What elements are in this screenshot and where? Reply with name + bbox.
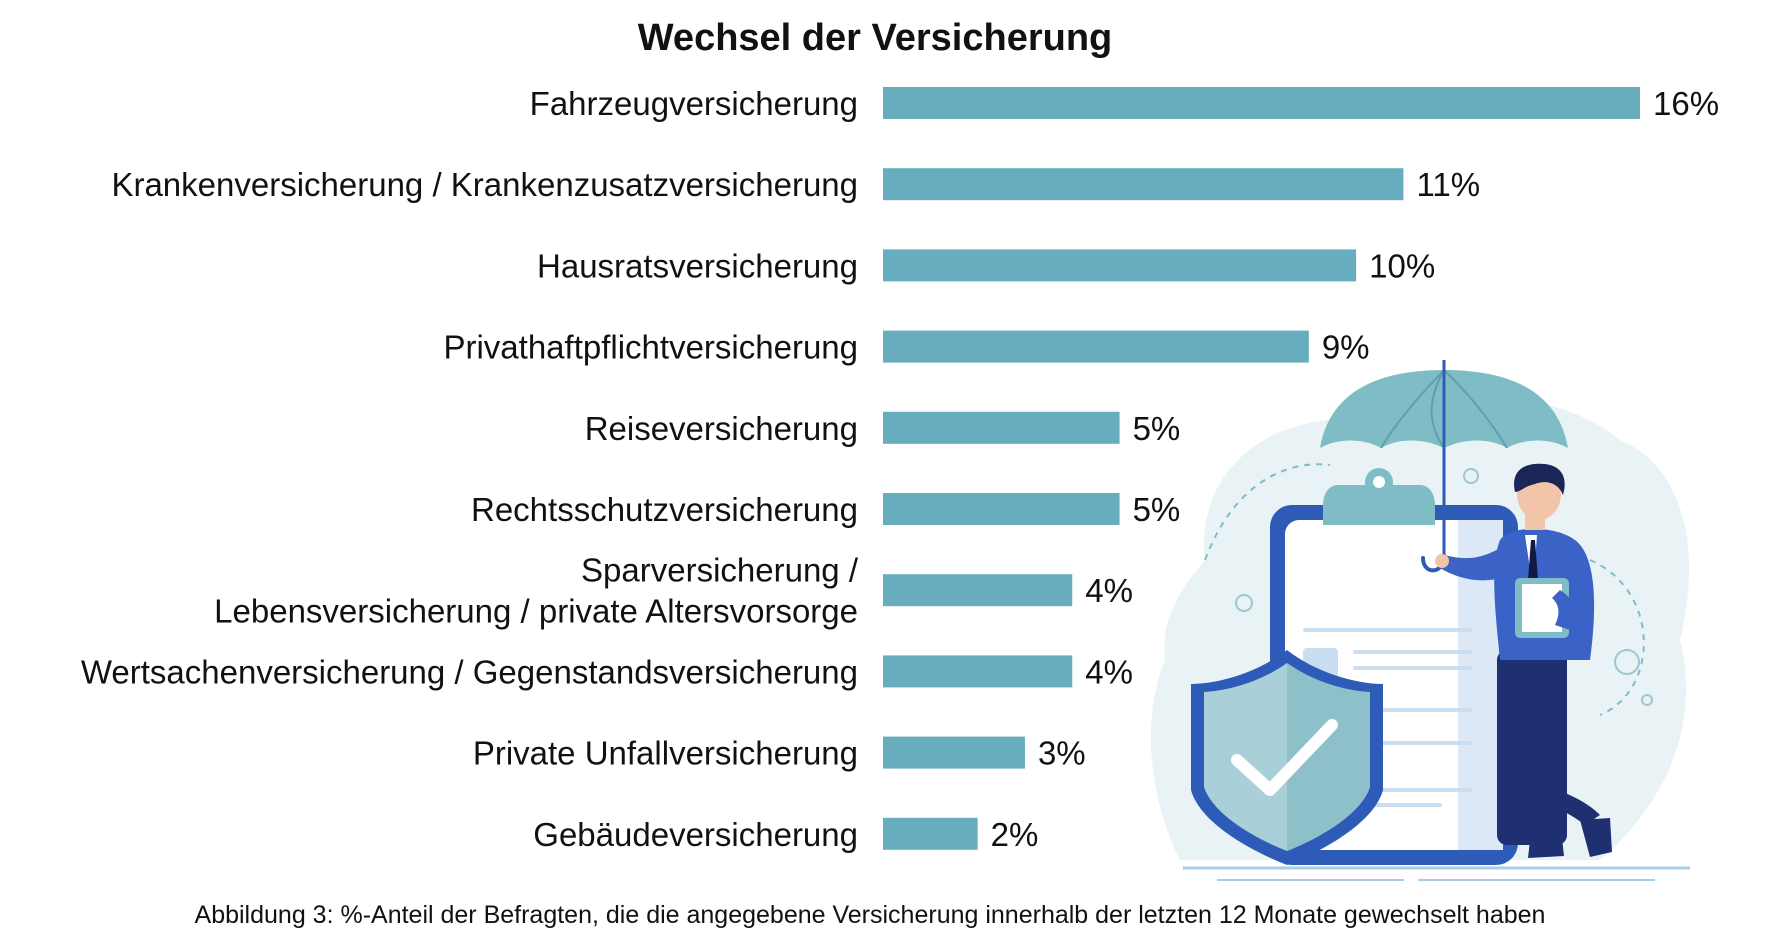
category-label: Reiseversicherung (585, 410, 858, 447)
category-label: Rechtsschutzversicherung (471, 491, 858, 528)
value-label: 2% (991, 816, 1039, 853)
figure-caption: Abbildung 3: %-Anteil der Befragten, die… (195, 901, 1546, 929)
dashed-curve-left-icon (1204, 463, 1331, 561)
value-label: 5% (1133, 410, 1181, 447)
category-label: Hausratsversicherung (537, 247, 858, 284)
bubble-icon (1614, 649, 1640, 675)
value-label: 5% (1133, 491, 1181, 528)
category-label: Sparversicherung / (581, 552, 859, 589)
category-label: Gebäudeversicherung (533, 816, 858, 853)
value-label: 9% (1322, 329, 1370, 366)
value-label: 11% (1416, 166, 1480, 203)
value-label: 4% (1085, 572, 1133, 609)
category-label: Privathaftpflichtversicherung (443, 329, 858, 366)
bar (883, 655, 1073, 688)
chart-title: Wechsel der Versicherung (638, 17, 1113, 59)
bubble-icon (1235, 594, 1253, 612)
businessman-icon (1435, 463, 1612, 858)
clipboard-clip-icon (1323, 485, 1435, 525)
bar (883, 817, 978, 850)
category-label: Private Unfallversicherung (473, 735, 858, 772)
shield-check-icon (1191, 650, 1383, 865)
bubble-icon (1463, 468, 1479, 484)
bar (883, 736, 1025, 769)
category-label: Fahrzeugversicherung (530, 85, 858, 122)
bar (883, 87, 1640, 119)
dashed-curve-right-icon (1589, 559, 1645, 716)
bar (883, 493, 1120, 525)
value-label: 4% (1085, 653, 1133, 690)
bar (883, 574, 1073, 607)
bar (883, 168, 1404, 201)
category-label: Krankenversicherung / Krankenzusatzversi… (111, 166, 858, 203)
value-label: 3% (1038, 735, 1086, 772)
value-label: 16% (1653, 85, 1719, 122)
value-label: 10% (1369, 247, 1435, 284)
bar (883, 330, 1309, 363)
category-label: Wertsachenversicherung / Gegenstandsvers… (81, 653, 858, 690)
bar (883, 249, 1357, 282)
insurance-illustration (1150, 360, 1690, 881)
bubble-icon (1641, 694, 1653, 706)
bars-layer: 16% Fahrzeugversicherung 11% Krankenversich… (81, 85, 1719, 853)
category-label: Lebensversicherung / private Altersvorso… (214, 593, 858, 630)
bar (883, 411, 1120, 444)
